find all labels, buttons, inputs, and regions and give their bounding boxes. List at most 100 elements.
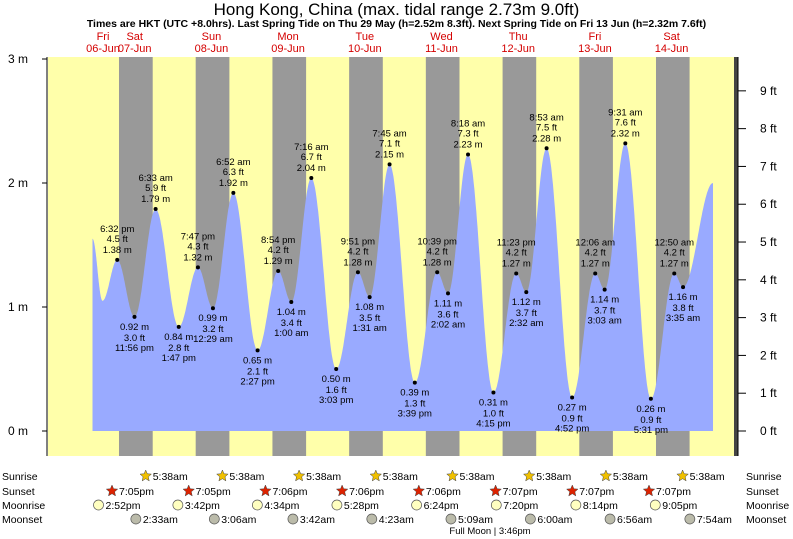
sunset-star-icon — [259, 484, 272, 497]
day-date-label: 10-Jun — [348, 43, 382, 55]
moonset-time: 6:00am — [537, 514, 572, 526]
right-tick-label: 2 ft — [760, 348, 777, 362]
moonrise-time: 7:20pm — [503, 500, 538, 512]
tide-point — [593, 271, 598, 276]
day-name-label: Sat — [126, 31, 143, 43]
tide-ft-label: 1.0 ft — [483, 409, 504, 420]
tide-m-label: 2.28 m — [532, 133, 561, 144]
sunset-star-icon — [642, 484, 656, 497]
day-name-label: Sun — [202, 31, 222, 43]
tide-point — [276, 269, 281, 274]
tide-point — [334, 367, 339, 371]
sunset-time: 7:07pm — [656, 486, 691, 498]
tide-point — [231, 190, 236, 195]
tide-ft-label: 4.2 ft — [664, 248, 685, 259]
moonrise-time: 4:34pm — [264, 500, 299, 512]
sunset-star-icon — [105, 484, 119, 497]
tide-time-label: 2:27 pm — [240, 376, 274, 387]
right-tick-label: 8 ft — [760, 122, 777, 136]
moonrise-time: 2:52pm — [106, 500, 141, 512]
moonset-time: 3:06am — [221, 514, 256, 526]
chart-title: Hong Kong, China (max. tidal range 2.73m… — [213, 0, 580, 19]
astro-row-label-left: Moonrise — [2, 500, 45, 512]
tide-time-label: 3:35 am — [666, 313, 700, 324]
tide-ft-label: 4.2 ft — [347, 246, 368, 257]
tide-point — [132, 314, 137, 319]
moonset-time: 6:56am — [617, 514, 652, 526]
left-tick-label: 0 m — [8, 424, 28, 438]
right-tick-label: 6 ft — [760, 197, 777, 211]
tide-time-label: 10:39 pm — [417, 236, 457, 247]
tide-time-label: 3:03 pm — [319, 395, 353, 406]
tide-ft-label: 3.4 ft — [281, 318, 302, 329]
tide-time-label: 1:47 pm — [162, 353, 196, 364]
moonrise-icon — [93, 499, 104, 511]
right-tick-label: 3 ft — [760, 311, 777, 325]
tide-m-label: 1.11 m — [434, 298, 462, 309]
day-date-label: 07-Jun — [118, 43, 152, 55]
day-date-label: 08-Jun — [195, 43, 229, 55]
tide-m-label: 2.32 m — [611, 128, 640, 139]
day-date-label: 06-Jun — [86, 43, 120, 55]
tide-ft-label: 6.7 ft — [301, 152, 322, 163]
sunrise-time: 5:38am — [460, 471, 495, 483]
tide-m-label: 1.14 m — [590, 295, 619, 306]
right-tick-label: 9 ft — [760, 84, 777, 98]
moonset-icon — [287, 513, 299, 525]
tide-point — [289, 300, 294, 305]
tide-point — [445, 291, 450, 296]
tide-time-label: 11:23 pm — [497, 238, 536, 249]
tide-m-label: 1.28 m — [343, 257, 372, 268]
sunset-star-icon — [182, 484, 196, 497]
tide-m-label: 1.28 m — [423, 257, 452, 268]
moonset-time: 5:09am — [458, 514, 493, 526]
tide-ft-label: 6.3 ft — [223, 167, 244, 178]
tide-m-label: 1.27 m — [660, 259, 689, 270]
moonset-icon — [366, 513, 378, 525]
tide-m-label: 1.79 m — [141, 194, 170, 205]
astro-row-label-left: Moonset — [2, 514, 42, 526]
right-edge-bar — [734, 57, 738, 456]
right-tick-label: 0 ft — [760, 424, 777, 438]
tide-time-label: 11:56 pm — [115, 343, 154, 354]
tide-ft-label: 4.5 ft — [107, 234, 128, 245]
sunset-time: 7:07pm — [579, 486, 614, 498]
day-date-label: 12-Jun — [501, 43, 535, 55]
moonset-icon — [130, 513, 142, 525]
tide-m-label: 1.27 m — [581, 259, 610, 270]
tide-ft-label: 4.2 ft — [268, 245, 289, 256]
day-name-label: Sat — [663, 31, 680, 43]
tide-m-label: 0.26 m — [636, 404, 665, 415]
tide-point — [623, 141, 628, 146]
tide-ft-label: 4.2 ft — [585, 248, 606, 259]
moonrise-icon — [490, 499, 502, 511]
tide-time-label: 4:15 pm — [476, 419, 510, 430]
tide-time-label: 9:51 pm — [341, 236, 375, 247]
sunrise-time: 5:38am — [536, 471, 571, 483]
tide-m-label: 2.15 m — [375, 149, 404, 160]
moonrise-icon — [251, 499, 263, 511]
sunset-time: 7:06pm — [349, 486, 384, 498]
moonrise-icon — [570, 499, 582, 511]
tide-m-label: 1.92 m — [219, 178, 248, 189]
tide-ft-label: 2.1 ft — [247, 366, 268, 377]
tide-ft-label: 4.2 ft — [427, 246, 448, 257]
tide-m-label: 0.50 m — [322, 374, 351, 385]
sunrise-star-icon — [216, 469, 229, 482]
tide-time-label: 8:53 am — [529, 112, 563, 123]
moonrise-time: 5:28pm — [344, 500, 379, 512]
tide-point — [491, 390, 496, 395]
tide-time-label: 6:52 am — [216, 157, 250, 168]
tide-point — [387, 162, 392, 167]
tide-time-label: 7:45 am — [372, 128, 406, 139]
tide-time-label: 8:54 pm — [261, 235, 295, 246]
tide-m-label: 0.84 m — [164, 332, 193, 343]
sunset-time: 7:06pm — [426, 486, 461, 498]
moonset-time: 4:23am — [379, 514, 414, 526]
moonset-icon — [604, 513, 616, 525]
astro-row-label-left: Sunrise — [2, 471, 38, 483]
tide-ft-label: 3.7 ft — [594, 306, 615, 317]
tide-m-label: 1.29 m — [264, 256, 293, 267]
tide-ft-label: 5.9 ft — [145, 183, 166, 194]
